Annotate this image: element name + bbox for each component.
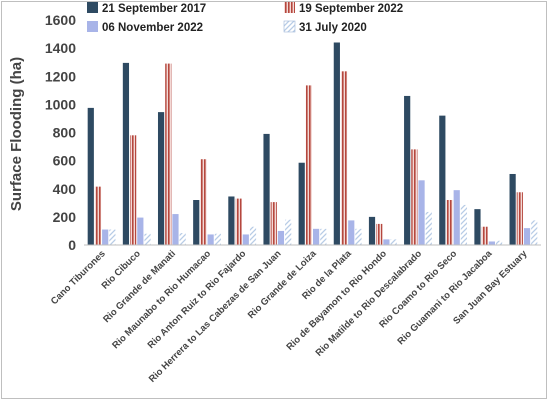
bar-06-november-2022-rio-maunabo-to-rio-humacao [207, 234, 214, 245]
bar-06-november-2022-rio-grande-de-loiza [313, 228, 320, 245]
y-tick-label: 0 [68, 237, 76, 253]
bar-21-september-2017-rio-herrera-to-las-cabezas-de-san-juan [263, 133, 270, 245]
legend-swatch-06-november-2022 [87, 21, 98, 32]
y-axis: 0 200 400 600 800 1000 1200 1400 1600 [45, 12, 76, 253]
bar-21-september-2017-rio-guamani-to-rio-jacaboa [474, 209, 481, 245]
bar-06-november-2022-rio-de-bayamon-to-rio-hondo [383, 239, 390, 246]
bar-06-november-2022-rio-grande-de-manati [172, 214, 179, 245]
bar-31-july-2020-rio-maunabo-to-rio-humacao [214, 233, 221, 245]
bar-19-september-2022-rio-cibuco [130, 135, 137, 245]
bar-31-july-2020-rio-grande-de-manati [179, 233, 186, 245]
bar-06-november-2022-san-juan-bay-estuary [523, 228, 531, 246]
bar-19-september-2022-rio-matilde-to-rio-descalabrado [411, 149, 418, 246]
y-tick-label: 600 [53, 153, 77, 169]
bar-31-july-2020-cano-tiburones [109, 229, 116, 245]
bar-31-july-2020-san-juan-bay-estuary [531, 220, 538, 245]
y-tick-label: 200 [53, 209, 77, 225]
bar-31-july-2020-rio-de-la-plata [355, 228, 362, 245]
y-tick-label: 400 [53, 181, 77, 197]
bar-21-september-2017-cano-tiburones [87, 107, 94, 245]
bar-21-september-2017-rio-de-bayamon-to-rio-hondo [368, 216, 376, 246]
bar-31-july-2020-rio-anton-ruiz-to-rio-fajardo [249, 226, 257, 245]
bar-06-november-2022-cano-tiburones [102, 229, 109, 245]
bar-19-september-2022-rio-grande-de-manati [165, 63, 172, 246]
y-axis-title: Surface Flooding (ha) [8, 57, 25, 211]
bar-19-september-2022-rio-guamani-to-rio-jacaboa [481, 226, 488, 245]
y-tick-label: 1000 [45, 96, 76, 112]
bar-21-september-2017-rio-grande-de-manati [157, 112, 165, 245]
bar-31-july-2020-rio-coamo-to-rio-seco [460, 204, 468, 245]
y-tick-label: 1200 [45, 68, 76, 84]
bar-06-november-2022-rio-guamani-to-rio-jacaboa [488, 241, 495, 245]
bar-19-september-2022-rio-coamo-to-rio-seco [446, 200, 453, 245]
bar-19-september-2022-rio-anton-ruiz-to-rio-fajardo [235, 198, 242, 245]
x-tick-label: Rio Herrera to Las Cabezas de San Juan [147, 248, 284, 385]
bar-21-september-2017-rio-anton-ruiz-to-rio-fajardo [228, 196, 235, 245]
bar-31-july-2020-rio-grande-de-loiza [320, 228, 327, 245]
legend-swatch-31-july-2020 [283, 20, 296, 33]
bar-06-november-2022-rio-herrera-to-las-cabezas-de-san-juan [277, 230, 285, 245]
legend-swatch-21-september-2017 [87, 2, 98, 13]
legend: 21 September 2017 19 September 2022 06 Nov… [87, 2, 403, 34]
bar-06-november-2022-rio-anton-ruiz-to-rio-fajardo [242, 234, 249, 245]
bar-06-november-2022-rio-de-la-plata [348, 220, 355, 245]
bar-21-september-2017-rio-cibuco [122, 62, 130, 245]
bar-19-september-2022-rio-grande-de-loiza [305, 85, 312, 245]
bar-06-november-2022-rio-matilde-to-rio-descalabrado [418, 180, 425, 245]
bar-06-november-2022-rio-cibuco [137, 217, 144, 245]
bar-31-july-2020-rio-herrera-to-las-cabezas-de-san-juan [285, 219, 292, 245]
y-tick-label: 1400 [45, 40, 76, 56]
bar-06-november-2022-rio-coamo-to-rio-seco [453, 190, 460, 245]
bar-21-september-2017-rio-matilde-to-rio-descalabrado [404, 95, 411, 245]
bar-21-september-2017-rio-maunabo-to-rio-humacao [193, 200, 200, 245]
x-tick-label: Rio Grande de Loiza [246, 248, 319, 321]
bar-19-september-2022-rio-herrera-to-las-cabezas-de-san-juan [270, 202, 277, 245]
legend-label: 21 September 2017 [102, 3, 206, 15]
bar-31-july-2020-rio-cibuco [144, 233, 151, 245]
legend-label: 31 July 2020 [299, 22, 367, 34]
bar-21-september-2017-rio-de-la-plata [333, 42, 340, 245]
bar-19-september-2022-rio-de-la-plata [340, 71, 348, 245]
y-tick-label: 800 [53, 125, 77, 141]
bar-31-july-2020-rio-guamani-to-rio-jacaboa [495, 240, 503, 245]
legend-label: 19 September 2022 [299, 3, 403, 15]
bar-21-september-2017-rio-grande-de-loiza [298, 162, 305, 245]
bar-21-september-2017-san-juan-bay-estuary [509, 173, 516, 245]
bar-19-september-2022-san-juan-bay-estuary [516, 192, 523, 245]
bar-19-september-2022-cano-tiburones [94, 186, 102, 245]
bar-19-september-2022-rio-maunabo-to-rio-humacao [200, 159, 207, 245]
x-tick-label: Cano Tiburones [49, 248, 108, 307]
legend-label: 06 November 2022 [102, 22, 203, 34]
y-tick-label: 1600 [45, 12, 76, 28]
bars [87, 42, 538, 246]
bar-31-july-2020-rio-matilde-to-rio-descalabrado [425, 211, 432, 245]
bar-31-july-2020-rio-de-bayamon-to-rio-hondo [390, 239, 397, 246]
legend-swatch-19-september-2022 [284, 2, 295, 13]
bar-21-september-2017-rio-coamo-to-rio-seco [439, 115, 446, 246]
bar-19-september-2022-rio-de-bayamon-to-rio-hondo [376, 223, 383, 245]
